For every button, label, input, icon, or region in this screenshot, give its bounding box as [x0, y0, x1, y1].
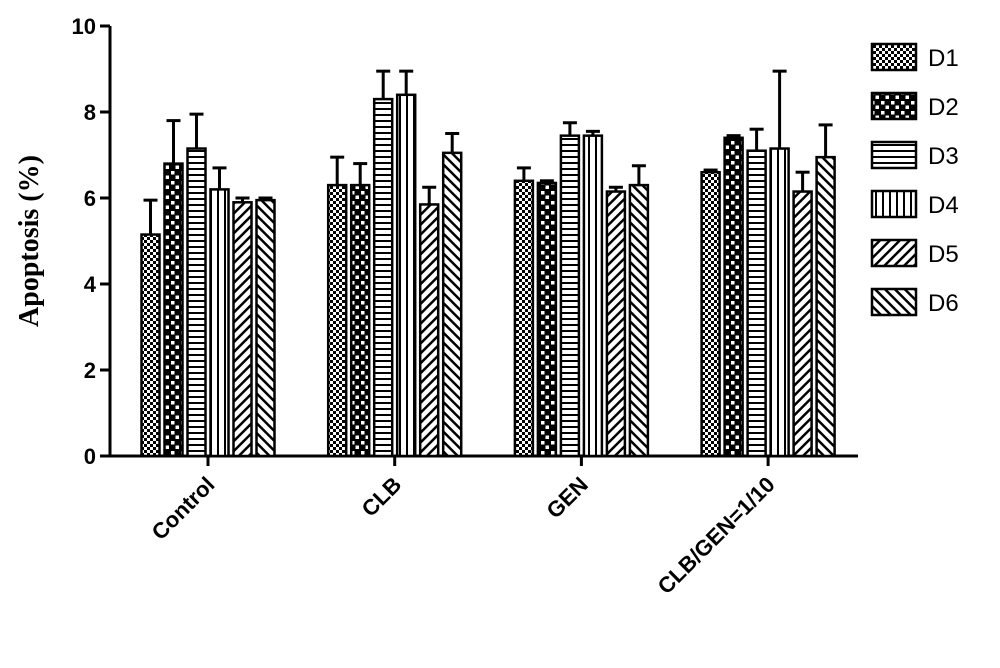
y-tick-label: 10: [72, 14, 96, 39]
bar-d2-4: [723, 136, 744, 458]
bar-d6-3: [628, 183, 650, 458]
y-tick-label: 8: [84, 100, 96, 125]
bar-d5-1: [232, 201, 253, 458]
legend-label-d5: D5: [928, 241, 959, 268]
error-bars: [143, 69, 833, 235]
bar-d3-1: [186, 147, 207, 458]
bar-d2-2: [349, 183, 371, 458]
bar-d3-3: [559, 134, 581, 458]
legend-swatch-d2: [870, 91, 918, 121]
bar-d1-2: [326, 183, 348, 458]
y-axis-title: Apoptosis (%): [14, 155, 45, 327]
bar-d4-2: [395, 93, 417, 458]
bar-d3-4: [746, 149, 767, 458]
bar-d6-1: [255, 198, 276, 458]
x-category-label: CLB/GEN=1/10: [653, 472, 780, 599]
bar-d4-4: [769, 147, 790, 458]
x-ticks: Control CLB GEN CLB/GEN=1/10: [147, 456, 780, 599]
bar-d5-3: [605, 190, 627, 458]
bars: [140, 93, 836, 458]
y-ticks: 0 2 4 6 8 10: [72, 14, 110, 469]
legend-label-d3: D3: [928, 143, 959, 170]
bar-d6-2: [441, 151, 463, 458]
legend: D1 D2 D3 D4 D5 D6: [870, 42, 959, 317]
bar-d1-4: [700, 170, 721, 458]
x-category-label: GEN: [542, 472, 593, 523]
legend-swatch-d3: [870, 140, 918, 170]
y-tick-label: 6: [84, 186, 96, 211]
legend-label-d1: D1: [928, 45, 959, 72]
x-category-label: CLB: [357, 472, 407, 522]
bar-d4-3: [582, 134, 604, 458]
bar-d4-1: [209, 188, 230, 458]
bar-d5-2: [418, 203, 440, 458]
legend-swatch-d6: [870, 287, 918, 317]
y-tick-label: 2: [84, 358, 96, 383]
y-tick-label: 0: [84, 444, 96, 469]
legend-swatch-d4: [870, 189, 918, 219]
bar-d1-3: [513, 179, 535, 458]
legend-label-d6: D6: [928, 290, 959, 317]
bar-d5-4: [792, 190, 813, 458]
bar-d3-2: [372, 97, 394, 458]
legend-swatch-d1: [870, 42, 918, 72]
bar-d6-4: [815, 155, 836, 458]
bar-d1-1: [140, 233, 161, 458]
legend-label-d4: D4: [928, 192, 959, 219]
y-tick-label: 4: [84, 272, 97, 297]
legend-swatch-d5: [870, 238, 918, 268]
bar-d2-3: [536, 181, 558, 458]
legend-label-d2: D2: [928, 94, 959, 121]
x-category-label: Control: [147, 472, 220, 545]
bar-d2-1: [163, 162, 184, 458]
